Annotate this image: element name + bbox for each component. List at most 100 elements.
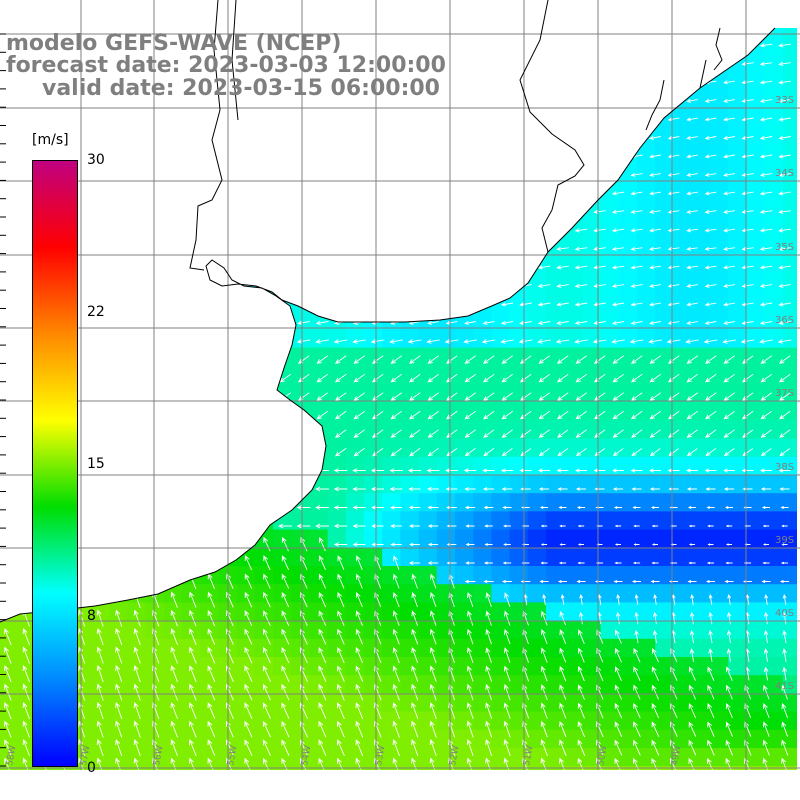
wind-speed-cell (418, 511, 438, 531)
wind-speed-cell (637, 202, 656, 221)
colorbar-tick-30: 30 (87, 152, 105, 168)
wind-speed-cell (436, 693, 456, 713)
wind-arrow (667, 209, 680, 214)
wind-arrow (725, 543, 732, 546)
wind-speed-cell (491, 584, 511, 603)
wind-speed-cell (673, 693, 693, 713)
wind-speed-cell (746, 92, 765, 112)
wind-arrow (4, 683, 12, 701)
wind-speed-cell (673, 748, 693, 767)
wind-arrow (633, 543, 640, 546)
wind-speed-cell (345, 438, 365, 458)
wind-speed-cell (527, 711, 547, 731)
wind-arrow (688, 666, 696, 681)
wind-arrow (337, 610, 345, 626)
wind-speed-cell (200, 693, 219, 713)
wind-speed-cell (691, 711, 711, 731)
wind-arrow (725, 757, 734, 775)
wind-speed-cell (600, 329, 620, 349)
wind-arrow (370, 486, 384, 492)
wind-speed-cell (473, 584, 492, 603)
wind-speed-cell (746, 729, 765, 749)
wind-speed-cell (418, 620, 438, 640)
wind-arrow (540, 524, 548, 528)
wind-arrow (741, 302, 754, 307)
wind-speed-cell (327, 693, 347, 713)
wind-arrow (297, 320, 310, 326)
wind-arrow (651, 721, 660, 737)
wind-arrow (503, 665, 511, 682)
wind-arrow (723, 117, 735, 122)
wind-arrow (653, 593, 658, 606)
wind-speed-cell (364, 475, 383, 494)
wind-speed-cell (782, 38, 800, 57)
wind-arrow (593, 320, 606, 326)
wind-speed-cell (364, 329, 383, 349)
wind-speed-cell (273, 711, 292, 731)
wind-speed-cell (145, 675, 165, 694)
wind-speed-cell (782, 420, 800, 440)
wind-speed-cell (564, 274, 583, 294)
wind-speed-cell (145, 638, 165, 658)
wind-arrow (593, 283, 606, 289)
wind-speed-cell (455, 329, 474, 349)
wind-arrow (574, 246, 588, 252)
wind-speed-cell (327, 438, 347, 458)
wind-arrow (537, 265, 551, 270)
wind-arrow (337, 555, 345, 570)
wind-arrow (464, 486, 476, 492)
wind-arrow (78, 665, 86, 683)
wind-speed-cell (618, 256, 638, 276)
wind-speed-cell (145, 602, 165, 622)
wind-arrow (574, 228, 588, 233)
wind-speed-cell (236, 748, 256, 767)
wind-arrow (334, 429, 347, 438)
wind-speed-cell (673, 365, 693, 385)
wind-arrow (482, 487, 495, 491)
wind-speed-cell (546, 566, 565, 585)
wind-speed-cell (291, 365, 310, 385)
wind-speed-cell (382, 602, 401, 622)
wind-speed-cell (655, 584, 674, 603)
wind-speed-cell (473, 566, 492, 585)
wind-speed-cell (746, 256, 765, 276)
wind-arrow (392, 665, 400, 682)
wind-speed-cell (327, 620, 347, 640)
wind-speed-cell (436, 529, 456, 549)
wind-speed-cell (782, 384, 800, 403)
wind-speed-cell (618, 238, 638, 258)
wind-arrow (760, 355, 772, 364)
wind-speed-cell (746, 420, 765, 440)
wind-arrow (411, 683, 419, 701)
wind-speed-cell (600, 638, 620, 658)
wind-speed-cell (746, 402, 765, 421)
wind-arrow (781, 703, 789, 719)
wind-speed-cell (491, 456, 511, 476)
wind-speed-cell (618, 220, 638, 239)
wind-arrow (723, 302, 735, 307)
wind-speed-cell (746, 365, 765, 385)
wind-arrow (671, 593, 676, 606)
wind-arrow (353, 373, 365, 383)
wind-arrow (133, 665, 141, 683)
wind-arrow (538, 487, 550, 491)
wind-speed-cell (637, 602, 656, 622)
wind-arrow (390, 429, 402, 438)
wind-speed-cell (618, 675, 638, 694)
wind-speed-cell (673, 111, 693, 130)
wind-speed-cell (491, 547, 511, 567)
wind-speed-cell (655, 566, 674, 585)
wind-speed-cell (418, 402, 438, 421)
wind-speed-cell (691, 566, 711, 585)
wind-arrow (762, 757, 770, 775)
wind-arrow (704, 154, 717, 159)
wind-speed-cell (691, 729, 711, 749)
wind-speed-cell (673, 311, 693, 330)
wind-arrow (708, 593, 713, 606)
wind-arrow (281, 702, 290, 719)
wind-speed-cell (527, 657, 547, 676)
wind-speed-cell (782, 111, 800, 130)
wind-arrow (244, 683, 253, 701)
wind-arrow (22, 646, 30, 664)
wind-speed-cell (364, 511, 383, 531)
